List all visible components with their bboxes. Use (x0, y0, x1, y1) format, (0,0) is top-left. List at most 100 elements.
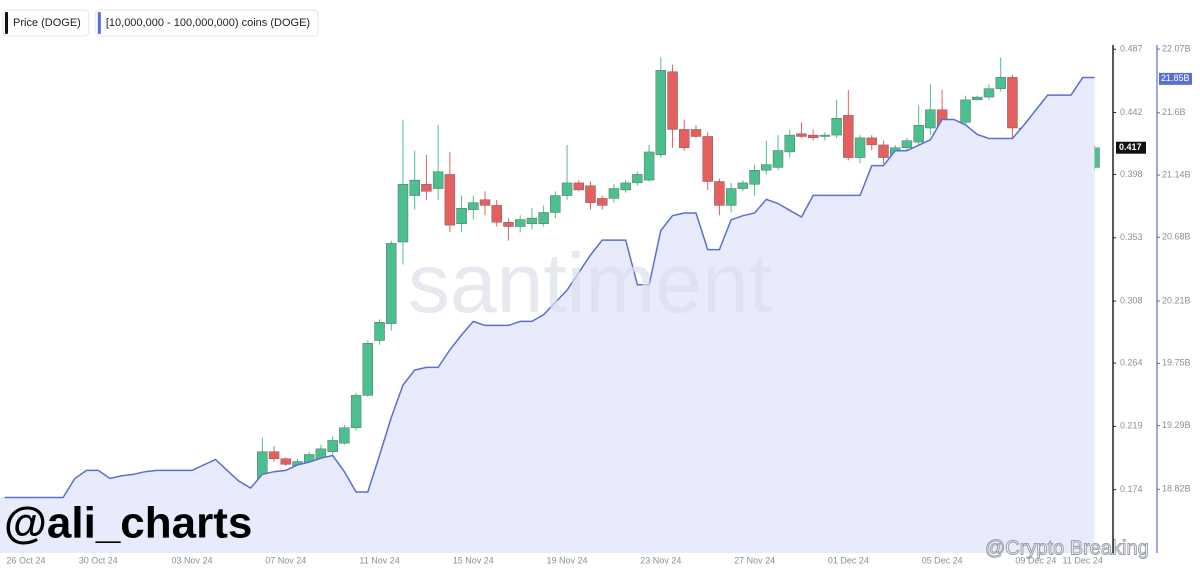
candle-body (725, 188, 737, 206)
candle-body (456, 208, 467, 224)
legend-box (95, 9, 319, 37)
y2-tick-label: 21.14B (1162, 169, 1191, 179)
y-tick-label: 0.442 (1120, 107, 1143, 117)
area (0, 77, 1095, 553)
y2-tick-label: 19.75B (1162, 358, 1191, 368)
candle-body (597, 198, 608, 206)
y-tick-label: 0.219 (1120, 421, 1143, 431)
watermark: santiment (408, 236, 772, 330)
candle-body (819, 134, 831, 137)
price-tag: 0.417 (1119, 142, 1142, 152)
legend-label: Price (DOGE) (13, 17, 81, 29)
candle-body (538, 212, 549, 224)
y-tick-label: 0.174 (1120, 484, 1143, 494)
y2-tick-label: 18.82B (1162, 484, 1191, 494)
candle-body (854, 137, 866, 158)
candle-body (972, 96, 983, 101)
candle-body (526, 217, 538, 224)
legend-item: [10,000,000 - 100,000,000) coins (DOGE) (95, 9, 319, 37)
plot-area (0, 57, 1100, 553)
candle-body (350, 395, 362, 428)
y2-tick-label: 20.21B (1162, 295, 1191, 305)
watermark: @Crypto Breaking (985, 537, 1149, 559)
x-tick-label: 11 Dec 24 (1063, 555, 1103, 565)
candle-body (327, 440, 338, 452)
y-tick-label: 0.353 (1120, 232, 1143, 242)
y-tick-label: 0.487 (1120, 44, 1143, 54)
candle-body (503, 222, 514, 227)
y-tick-label: 0.398 (1120, 169, 1143, 179)
candle-body (843, 115, 854, 158)
candle-body (643, 151, 655, 181)
candle-body (784, 134, 795, 153)
candle-body (432, 171, 444, 189)
candle-body (749, 170, 760, 185)
candle-body (901, 140, 913, 148)
candle-body (866, 137, 877, 146)
price-tag-bg (1116, 141, 1146, 154)
candle-body (514, 219, 526, 227)
candle-body (960, 99, 971, 123)
y2-tick-label: 21.6B (1162, 107, 1186, 117)
candle-body (444, 174, 456, 226)
x-tick-label: 19 Nov 24 (547, 555, 588, 565)
x-tick-label: 26 Oct 24 (6, 555, 45, 565)
candle-body (761, 164, 772, 171)
y2-tick-label: 20.68B (1162, 232, 1191, 242)
watermark: @ali_charts (4, 499, 252, 548)
candle-body (737, 182, 749, 189)
x-tick-label: 23 Nov 24 (640, 555, 681, 565)
candle-body (655, 70, 667, 155)
candle-body (913, 125, 924, 143)
x-tick-label: 30 Oct 24 (79, 555, 118, 565)
legend-item: Price (DOGE) (2, 9, 90, 37)
candle-body (280, 458, 291, 465)
candle-body (702, 136, 713, 182)
candle-body (386, 243, 397, 324)
candle-body (397, 184, 409, 243)
legend-box (2, 9, 90, 37)
candle-body (632, 174, 643, 184)
x-tick-label: 11 Nov 24 (359, 555, 399, 565)
candle-body (339, 427, 350, 444)
candle-body (796, 133, 807, 137)
y2-tick-label: 19.29B (1162, 420, 1191, 430)
candle-body (667, 71, 678, 130)
candle-body (772, 150, 784, 168)
candle-body (479, 199, 491, 206)
candle-body (878, 144, 889, 158)
y-tick-label: 0.308 (1120, 295, 1143, 305)
candle-body (468, 202, 479, 210)
candle-body (690, 129, 702, 137)
x-tick-label: 01 Dec 24 (828, 555, 869, 565)
line (4, 76, 1095, 499)
candle-body (362, 343, 374, 396)
candle-body (550, 195, 561, 213)
candle-body (608, 188, 620, 199)
x-tick-label: 03 Nov 24 (172, 555, 213, 565)
candle-body (573, 182, 584, 191)
legend-swatch (97, 12, 101, 34)
holdings-tag: 21.85B (1161, 73, 1190, 83)
legend-swatch (5, 12, 8, 34)
candle-body (925, 109, 936, 129)
candle-body (620, 182, 631, 191)
candle-body (561, 182, 573, 196)
candle-body (374, 322, 385, 341)
candle-body (831, 117, 842, 136)
x-tick-label: 27 Nov 24 (734, 555, 775, 565)
y-tick-label: 0.264 (1120, 357, 1143, 367)
candle-body (995, 77, 1006, 89)
candle-body (807, 134, 819, 139)
candle-body (409, 179, 420, 196)
legend-label: [10,000,000 - 100,000,000) coins (DOGE) (106, 17, 310, 29)
candle-body (491, 205, 502, 223)
x-tick-label: 07 Nov 24 (265, 555, 306, 565)
candle-body (983, 88, 995, 98)
candle-body (714, 181, 725, 206)
candle-body (585, 185, 596, 203)
x-tick-label: 15 Nov 24 (453, 555, 494, 565)
x-tick-label: 09 Dec 24 (1015, 555, 1056, 565)
